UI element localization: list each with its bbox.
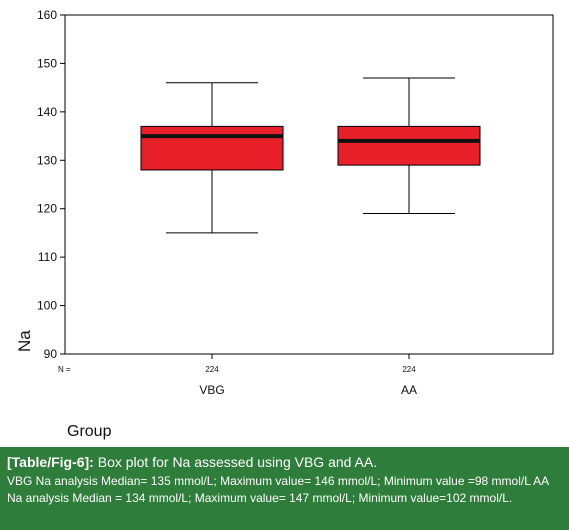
n-count-label: 224 (402, 365, 416, 374)
iqr-box (337, 125, 481, 166)
x-axis-label: Group (67, 423, 112, 440)
caption-tag: [Table/Fig-6]: (7, 454, 94, 470)
y-tick-label: 160 (37, 8, 57, 22)
box-plot: 90 100 110 120 130 140 150 160 224 VBG 224 AA Na N… (15, 8, 554, 440)
x-category-label: VBG (199, 383, 224, 397)
y-tick-label: 90 (44, 347, 58, 361)
caption-body: VBG Na analysis Median= 135 mmol/L; Maxi… (7, 474, 549, 505)
iqr-box (140, 125, 284, 171)
x-category-label: AA (401, 383, 417, 397)
boxes (140, 77, 481, 234)
n-label: N = (58, 365, 71, 374)
y-tick-label: 130 (37, 153, 57, 167)
x-axis: 224 VBG 224 AA (199, 354, 417, 397)
plot-frame (64, 14, 554, 355)
n-count-label: 224 (205, 365, 219, 374)
y-tick-label: 150 (37, 56, 57, 70)
caption-heading: [Table/Fig-6]: Box plot for Na assessed … (7, 453, 561, 471)
y-tick-label: 120 (37, 202, 57, 216)
y-tick-label: 100 (37, 299, 57, 313)
y-axis: 90 100 110 120 130 140 150 160 (37, 8, 65, 361)
caption-title: Box plot for Na assessed using VBG and A… (97, 454, 378, 470)
y-tick-label: 110 (38, 250, 57, 264)
figure-caption: [Table/Fig-6]: Box plot for Na assessed … (0, 447, 569, 530)
y-axis-label: Na (15, 330, 34, 352)
y-tick-label: 140 (37, 105, 57, 119)
